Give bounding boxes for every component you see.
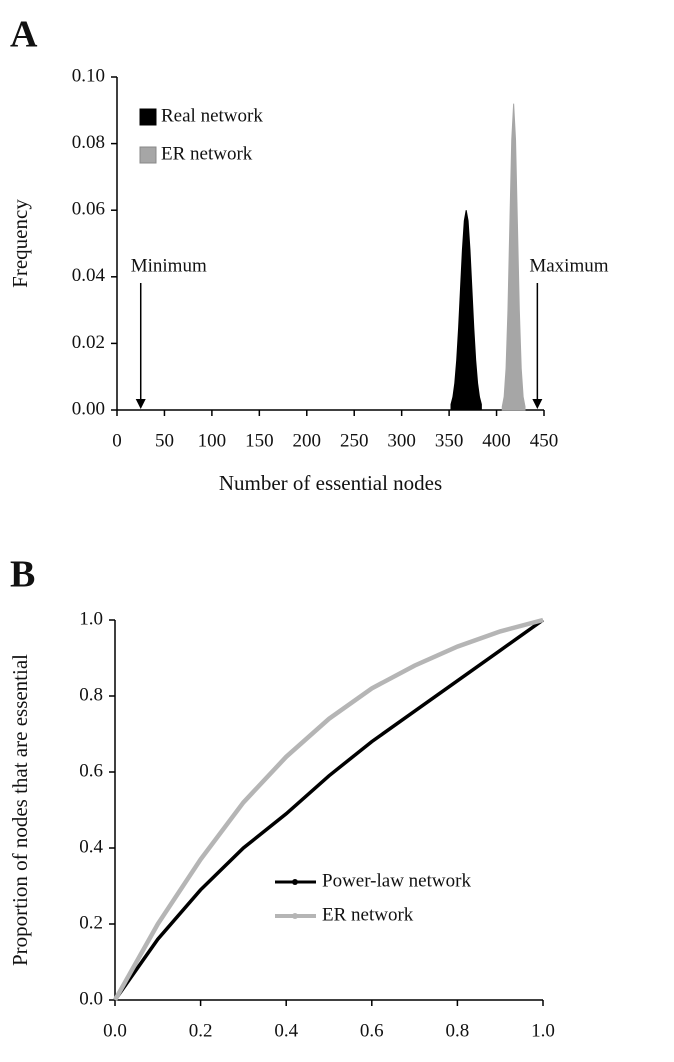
arrow-head bbox=[135, 399, 146, 409]
x-tick-label: 50 bbox=[155, 430, 174, 451]
legend-label: Power-law network bbox=[322, 870, 471, 891]
y-tick-label: 1.0 bbox=[79, 608, 103, 629]
legend-swatch bbox=[139, 108, 157, 126]
legend-marker bbox=[292, 913, 298, 919]
x-tick-label: 0.8 bbox=[446, 1020, 470, 1041]
x-tick-label: 0.6 bbox=[360, 1020, 384, 1041]
y-axis-label: Proportion of nodes that are essential bbox=[8, 654, 32, 966]
x-tick-label: 200 bbox=[293, 430, 322, 451]
y-axis-label: Frequency bbox=[8, 199, 32, 288]
x-axis-label: Proportion of essential edges bbox=[207, 1061, 450, 1062]
y-tick-label: 0.2 bbox=[79, 912, 103, 933]
y-tick-label: 0.02 bbox=[72, 332, 105, 353]
y-tick-label: 0.0 bbox=[79, 988, 103, 1009]
distribution-area bbox=[450, 210, 482, 411]
x-tick-label: 1.0 bbox=[531, 1020, 555, 1041]
x-tick-label: 300 bbox=[387, 430, 416, 451]
series-line bbox=[113, 618, 545, 1002]
x-tick-label: 0.4 bbox=[274, 1020, 298, 1041]
x-axis-label: Number of essential nodes bbox=[219, 471, 442, 495]
x-tick-label: 0 bbox=[112, 430, 122, 451]
legend-label: ER network bbox=[161, 143, 253, 164]
annotation-label: Maximum bbox=[529, 255, 608, 276]
legend-label: Real network bbox=[161, 105, 263, 126]
x-tick-label: 100 bbox=[198, 430, 227, 451]
y-tick-label: 0.08 bbox=[72, 132, 105, 153]
legend-label: ER network bbox=[322, 904, 414, 925]
series-line bbox=[113, 617, 544, 1002]
y-tick-label: 0.8 bbox=[79, 684, 103, 705]
y-tick-label: 0.4 bbox=[79, 836, 103, 857]
y-tick-label: 0.06 bbox=[72, 199, 105, 220]
legend-swatch bbox=[139, 146, 157, 164]
y-tick-label: 0.10 bbox=[72, 65, 105, 86]
y-tick-label: 0.00 bbox=[72, 398, 105, 419]
x-tick-label: 0.2 bbox=[189, 1020, 213, 1041]
panel-label: B bbox=[10, 554, 35, 596]
x-tick-label: 350 bbox=[435, 430, 464, 451]
x-tick-label: 400 bbox=[482, 430, 511, 451]
distribution-area bbox=[501, 103, 526, 411]
panel-label: A bbox=[10, 14, 38, 56]
x-tick-label: 450 bbox=[530, 430, 559, 451]
annotation-label: Minimum bbox=[131, 255, 207, 276]
arrow-head bbox=[532, 399, 543, 409]
x-tick-label: 150 bbox=[245, 430, 274, 451]
x-tick-label: 0.0 bbox=[103, 1020, 127, 1041]
y-tick-label: 0.6 bbox=[79, 760, 103, 781]
y-tick-label: 0.04 bbox=[72, 265, 106, 286]
x-tick-label: 250 bbox=[340, 430, 369, 451]
legend-marker bbox=[292, 879, 298, 885]
